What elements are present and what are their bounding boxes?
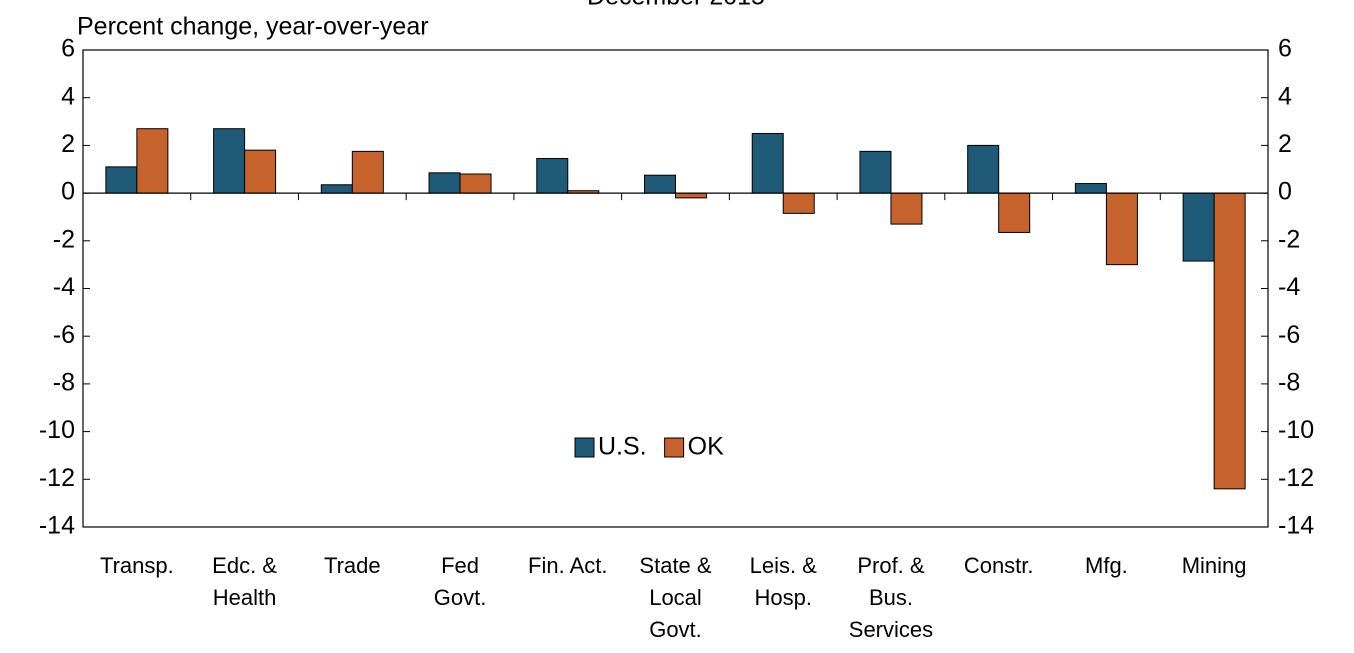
y-tick-label: 0 <box>61 178 75 206</box>
x-tick-label: Edc. & Health <box>212 553 277 610</box>
x-tick-label: Mining <box>1182 553 1247 578</box>
bar <box>1105 192 1138 266</box>
legend-label: OK <box>688 433 724 461</box>
y-tick-label: -12 <box>39 464 75 492</box>
bar <box>244 149 277 194</box>
bar <box>536 158 569 194</box>
bar <box>782 192 815 214</box>
y2-tick-label: 4 <box>1278 82 1292 110</box>
y-tick-label: -4 <box>53 273 75 301</box>
y2-tick-label: -6 <box>1278 321 1300 349</box>
legend-swatch <box>664 437 685 458</box>
x-tick-label: Prof. & Bus. Services <box>849 553 933 642</box>
y2-tick-label: -2 <box>1278 225 1300 253</box>
y-tick-label: 4 <box>61 82 75 110</box>
y2-tick-label: -14 <box>1278 512 1314 540</box>
chart-title: December 2015 <box>587 0 765 11</box>
x-tick-label: Fed Govt. <box>434 553 487 610</box>
legend-swatch <box>574 437 595 458</box>
bar <box>998 192 1031 233</box>
x-tick-label: Fin. Act. <box>528 553 607 578</box>
bar <box>1213 192 1246 490</box>
bar <box>967 144 1000 194</box>
legend-label: U.S. <box>598 433 647 461</box>
y2-tick-label: 6 <box>1278 35 1292 63</box>
y2-tick-label: -8 <box>1278 369 1300 397</box>
y-tick-label: 6 <box>61 35 75 63</box>
y2-tick-label: -12 <box>1278 464 1314 492</box>
y-tick-label: -8 <box>53 369 75 397</box>
x-tick-label: Constr. <box>964 553 1034 578</box>
y2-tick-label: 2 <box>1278 130 1292 158</box>
bar <box>105 166 138 194</box>
bar <box>320 184 353 194</box>
y2-tick-label: -4 <box>1278 273 1300 301</box>
bar <box>136 128 169 194</box>
x-tick-label: Leis. & Hosp. <box>750 553 818 610</box>
y2-tick-label: 0 <box>1278 178 1292 206</box>
y-tick-label: -2 <box>53 225 75 253</box>
x-tick-label: Trade <box>324 553 381 578</box>
y-tick-label: -10 <box>39 416 75 444</box>
y2-tick-label: -10 <box>1278 416 1314 444</box>
y-tick-label: -14 <box>39 512 75 540</box>
bar <box>459 173 492 194</box>
bar <box>644 174 676 194</box>
bar <box>1074 183 1107 194</box>
bar <box>351 150 384 194</box>
y-tick-label: 2 <box>61 130 75 158</box>
bar <box>859 150 892 194</box>
x-tick-label: Mfg. <box>1085 553 1128 578</box>
bar <box>751 132 784 194</box>
bar <box>675 192 707 199</box>
y-tick-label: -6 <box>53 321 75 349</box>
x-tick-label: Transp. <box>100 553 174 578</box>
x-tick-label: State & Local Govt. <box>639 553 711 642</box>
bar <box>213 128 246 194</box>
bar <box>890 192 923 225</box>
bar <box>1182 192 1215 262</box>
bar <box>428 172 461 194</box>
y-axis-label: Percent change, year-over-year <box>77 13 429 41</box>
